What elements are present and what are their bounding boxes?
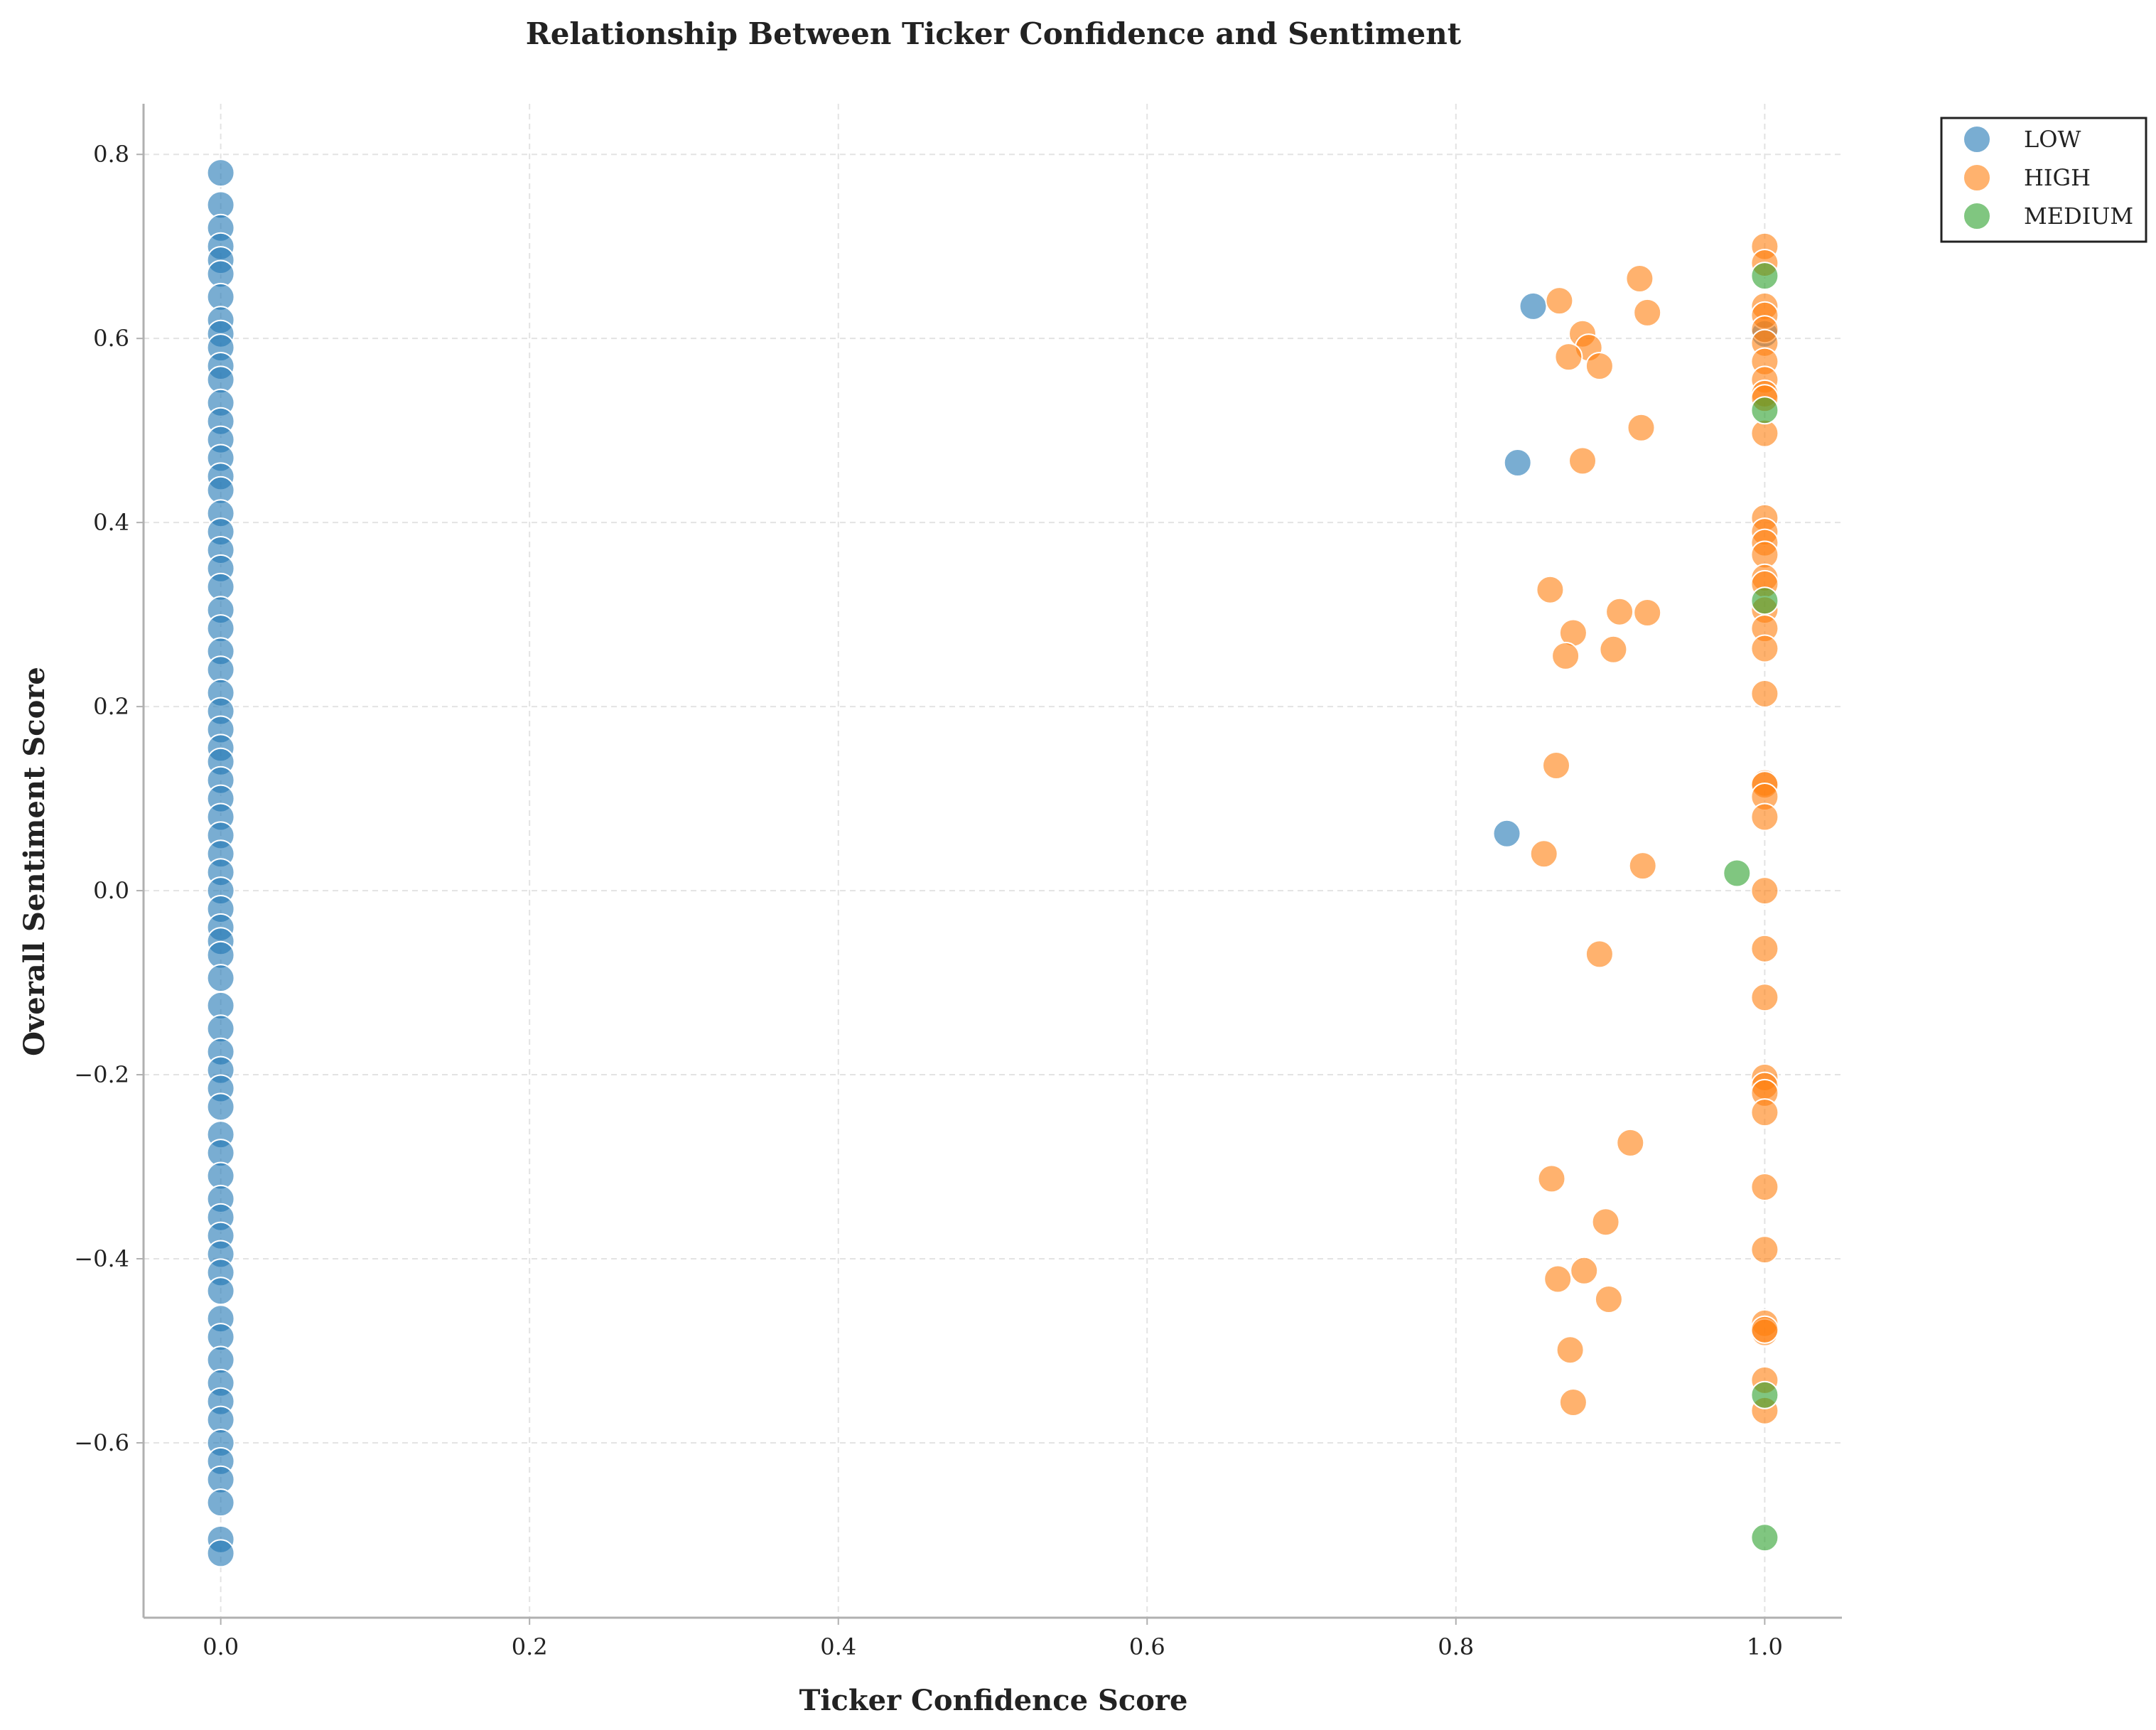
point-high xyxy=(1625,264,1654,293)
point-high xyxy=(1633,298,1662,327)
point-high xyxy=(1529,839,1558,869)
x-tick-label: 0.8 xyxy=(1438,1633,1474,1660)
x-tick-label: 1.0 xyxy=(1747,1633,1783,1660)
point-high xyxy=(1750,876,1779,906)
point-low xyxy=(1503,448,1532,477)
point-medium xyxy=(1750,262,1779,291)
legend-label-medium: MEDIUM xyxy=(2024,203,2133,230)
x-tick-label: 0.0 xyxy=(203,1633,239,1660)
y-tick-label: 0.2 xyxy=(93,693,129,720)
point-high xyxy=(1554,343,1583,372)
point-high xyxy=(1628,851,1657,881)
legend-marker-low xyxy=(1963,125,1991,154)
point-high xyxy=(1543,1264,1573,1294)
point-high xyxy=(1627,413,1656,442)
point-high xyxy=(1542,751,1570,780)
point-low xyxy=(1492,819,1521,848)
legend-items: LOW HIGH MEDIUM xyxy=(1963,125,2133,230)
point-high xyxy=(1750,934,1779,963)
point-high xyxy=(1605,597,1634,626)
grid-lines xyxy=(144,104,1842,1618)
point-medium xyxy=(1723,859,1752,888)
legend-label-high: HIGH xyxy=(2024,164,2091,191)
point-high xyxy=(1750,802,1779,832)
point-high xyxy=(1591,1208,1620,1237)
axes-spines xyxy=(142,104,1842,1619)
point-medium xyxy=(1750,1523,1779,1552)
point-high xyxy=(1545,286,1574,316)
point-high xyxy=(1536,575,1565,604)
y-tick-label: −0.2 xyxy=(74,1061,129,1088)
point-low xyxy=(206,1488,235,1517)
point-high xyxy=(1750,1235,1779,1264)
y-tick-label: 0.8 xyxy=(93,141,129,168)
y-tick-label: 0.0 xyxy=(93,877,129,904)
point-high xyxy=(1585,940,1614,969)
point-low xyxy=(1519,291,1548,321)
point-medium xyxy=(1750,1380,1779,1409)
x-ticks: 0.0 0.2 0.4 0.6 0.8 1.0 xyxy=(203,1618,1783,1660)
point-low xyxy=(206,159,235,188)
x-axis-label: Ticker Confidence Score xyxy=(799,1684,1188,1717)
x-tick-label: 0.6 xyxy=(1129,1633,1165,1660)
point-high xyxy=(1750,1173,1779,1201)
point-high xyxy=(1594,1285,1623,1313)
point-low xyxy=(206,1539,235,1568)
data-points xyxy=(206,159,1779,1568)
point-high xyxy=(1599,635,1628,664)
point-high xyxy=(1556,1336,1585,1365)
point-high xyxy=(1750,634,1779,663)
point-high xyxy=(1551,641,1580,670)
point-high xyxy=(1616,1128,1645,1157)
point-high xyxy=(1558,1388,1588,1417)
point-high xyxy=(1568,446,1597,476)
x-tick-label: 0.2 xyxy=(512,1633,548,1660)
point-high xyxy=(1570,1256,1599,1285)
legend-marker-medium xyxy=(1963,202,1991,230)
point-low xyxy=(206,964,235,993)
legend-marker-high xyxy=(1963,163,1991,192)
point-high xyxy=(1750,983,1779,1012)
point-low xyxy=(206,1092,235,1122)
y-tick-label: 0.6 xyxy=(93,325,129,352)
y-ticks: −0.6 −0.4 −0.2 0.0 0.2 0.4 0.6 0.8 xyxy=(74,141,144,1456)
point-high xyxy=(1585,352,1614,380)
y-axis-label: Overall Sentiment Score xyxy=(18,667,51,1056)
point-medium xyxy=(1750,396,1779,425)
x-tick-label: 0.4 xyxy=(820,1633,856,1660)
point-high xyxy=(1537,1164,1566,1193)
point-high xyxy=(1750,1315,1779,1344)
point-high xyxy=(1633,598,1662,627)
legend-label-low: LOW xyxy=(2024,126,2081,153)
point-low xyxy=(206,1277,235,1306)
point-high xyxy=(1750,1098,1779,1127)
y-tick-label: −0.6 xyxy=(74,1429,129,1456)
point-medium xyxy=(1750,586,1779,616)
point-high xyxy=(1750,679,1779,708)
legend: LOW HIGH MEDIUM xyxy=(1940,117,2147,243)
y-tick-label: −0.4 xyxy=(74,1245,129,1272)
y-tick-label: 0.4 xyxy=(93,509,129,536)
chart-title: Relationship Between Ticker Confidence a… xyxy=(526,16,1462,51)
